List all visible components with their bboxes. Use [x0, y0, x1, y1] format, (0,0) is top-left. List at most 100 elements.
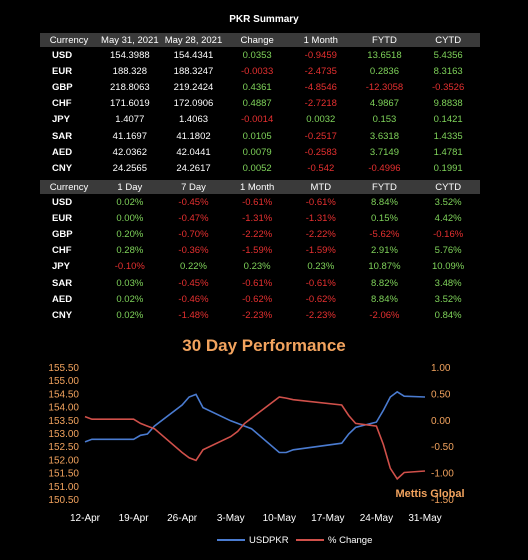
value-cell: 1.4063	[178, 114, 209, 126]
summary-title: PKR Summary	[229, 14, 299, 25]
x-tick-label: 12-Apr	[70, 513, 101, 524]
x-tick-label: 10-May	[263, 513, 296, 524]
value-cell: 219.2424	[173, 81, 214, 93]
value-cell: 0.22%	[180, 261, 207, 273]
table-row: EUR 0.00% -0.47% -1.31% -1.31% 0.15% 4.42%	[40, 210, 480, 226]
value-cell: 0.2836	[369, 65, 399, 77]
currency-cell: CHF	[52, 98, 72, 110]
value-cell: -0.61%	[242, 196, 273, 208]
y-right-tick-label: -1.50	[431, 495, 454, 506]
value-cell: -1.31%	[305, 212, 336, 224]
value-cell: 188.328	[112, 65, 147, 77]
value-cell: -0.61%	[242, 277, 273, 289]
t1-col-header: 1 Month	[288, 33, 353, 47]
currency-cell: AED	[52, 293, 73, 305]
value-cell: 0.0353	[242, 49, 272, 61]
value-cell: 154.4341	[173, 49, 214, 61]
y-left-tick-label: 150.50	[48, 495, 79, 506]
value-cell: 188.3247	[173, 65, 214, 77]
value-cell: -0.4996	[368, 162, 401, 174]
table-row: GBP 218.8063 219.2424 0.4361 -4.8546 -12.3058…	[40, 79, 480, 95]
table-row: USD 154.3988 154.4341 0.0353 -0.9459 13.6518 5…	[40, 47, 480, 63]
y-right-tick-label: 0.50	[431, 389, 451, 400]
value-cell: 0.00%	[116, 212, 144, 224]
value-cell: -12.3058	[365, 81, 404, 93]
value-cell: 4.42%	[434, 212, 462, 224]
value-cell: -0.61%	[305, 277, 336, 289]
value-cell: 0.1991	[433, 162, 463, 174]
value-cell: -0.70%	[178, 228, 209, 240]
y-left-tick-label: 151.00	[48, 482, 79, 493]
currency-cell: CHF	[52, 245, 72, 257]
table-row: SAR 0.03% -0.45% -0.61% -0.61% 8.82% 3.48%	[40, 275, 480, 291]
value-cell: -0.61%	[305, 196, 336, 208]
table-row: JPY 1.4077 1.4063 -0.0014 0.0032 0.153 0.1421	[40, 112, 480, 128]
value-cell: 0.0105	[242, 130, 272, 142]
value-cell: 8.84%	[370, 293, 398, 305]
currency-cell: JPY	[52, 114, 70, 126]
y-left-tick-label: 151.50	[48, 469, 79, 480]
value-cell: -0.16%	[433, 228, 464, 240]
value-cell: -2.23%	[305, 309, 336, 321]
currency-cell: AED	[52, 146, 73, 158]
value-cell: -0.542	[307, 162, 335, 174]
y-left-tick-label: 155.00	[48, 376, 79, 387]
value-cell: 0.20%	[116, 228, 144, 240]
value-cell: 1.4077	[115, 114, 145, 126]
performance-table: Currency 1 Day 7 Day 1 Month MTD FYTD CYTD USD…	[40, 180, 480, 324]
value-cell: -0.62%	[242, 293, 273, 305]
value-cell: 218.8063	[110, 81, 150, 93]
value-cell: 0.02%	[116, 293, 144, 305]
y-right-tick-label: 0.00	[431, 416, 451, 427]
legend-usdpkr-label: USDPKR	[249, 535, 289, 546]
value-cell: -0.2517	[304, 130, 337, 142]
value-cell: 3.6318	[369, 130, 399, 142]
value-cell: 8.84%	[370, 196, 398, 208]
value-cell: -0.45%	[178, 277, 209, 289]
currency-cell: CNY	[52, 309, 73, 321]
t1-col-header: FYTD	[352, 33, 417, 47]
value-cell: 0.84%	[434, 309, 462, 321]
value-cell: -0.45%	[178, 196, 209, 208]
currency-cell: USD	[52, 196, 73, 208]
y-left-tick-label: 155.50	[48, 363, 79, 374]
performance-chart: 155.50 155.00 154.50 154.00 153.50 153.00 152.…	[48, 363, 464, 546]
y-left-tick-label: 153.50	[48, 416, 79, 427]
value-cell: -2.22%	[305, 228, 336, 240]
table-row: EUR 188.328 188.3247 -0.0033 -2.4735 0.2836 8.…	[40, 63, 480, 79]
y-right-tick-label: -1.00	[431, 469, 454, 480]
watermark-text: Mettis Global	[395, 488, 464, 500]
y-left-tick-label: 153.00	[48, 429, 79, 440]
table-row: AED 42.0362 42.0441 0.0079 -0.2583 3.7149 1.47…	[40, 144, 480, 160]
value-cell: 9.8838	[433, 98, 463, 110]
x-tick-label: 26-Apr	[167, 513, 198, 524]
value-cell: -2.7218	[304, 98, 337, 110]
value-cell: -0.0014	[241, 114, 274, 126]
value-cell: -0.62%	[305, 293, 336, 305]
value-cell: 0.0052	[242, 162, 272, 174]
value-cell: 0.15%	[370, 212, 398, 224]
value-cell: 8.3163	[433, 65, 463, 77]
usdpkr-series-line	[84, 390, 426, 454]
value-cell: 42.0441	[176, 146, 211, 158]
x-tick-label: 17-May	[311, 513, 344, 524]
value-cell: 154.3988	[110, 49, 150, 61]
value-cell: 5.76%	[434, 245, 462, 257]
value-cell: 4.9867	[369, 98, 399, 110]
value-cell: -0.3526	[432, 81, 465, 93]
table-row: CHF 0.28% -0.36% -1.59% -1.59% 2.91% 5.76%	[40, 243, 480, 259]
value-cell: -0.47%	[178, 212, 209, 224]
currency-cell: GBP	[52, 81, 73, 93]
t2-col-header: CYTD	[416, 180, 480, 194]
value-cell: -1.59%	[305, 245, 336, 257]
performance-table-header: Currency 1 Day 7 Day 1 Month MTD FYTD CYTD	[40, 180, 480, 194]
t1-col-header: CYTD	[416, 33, 480, 47]
rates-table-header: Currency May 31, 2021 May 28, 2021 Change 1 …	[40, 33, 480, 47]
value-cell: -2.22%	[242, 228, 273, 240]
value-cell: 3.52%	[434, 293, 462, 305]
t2-col-header: FYTD	[352, 180, 417, 194]
currency-cell: CNY	[52, 162, 73, 174]
table-row: USD 0.02% -0.45% -0.61% -0.61% 8.84% 3.52%	[40, 194, 480, 210]
x-tick-label: 31-May	[408, 513, 441, 524]
value-cell: 2.91%	[370, 245, 398, 257]
